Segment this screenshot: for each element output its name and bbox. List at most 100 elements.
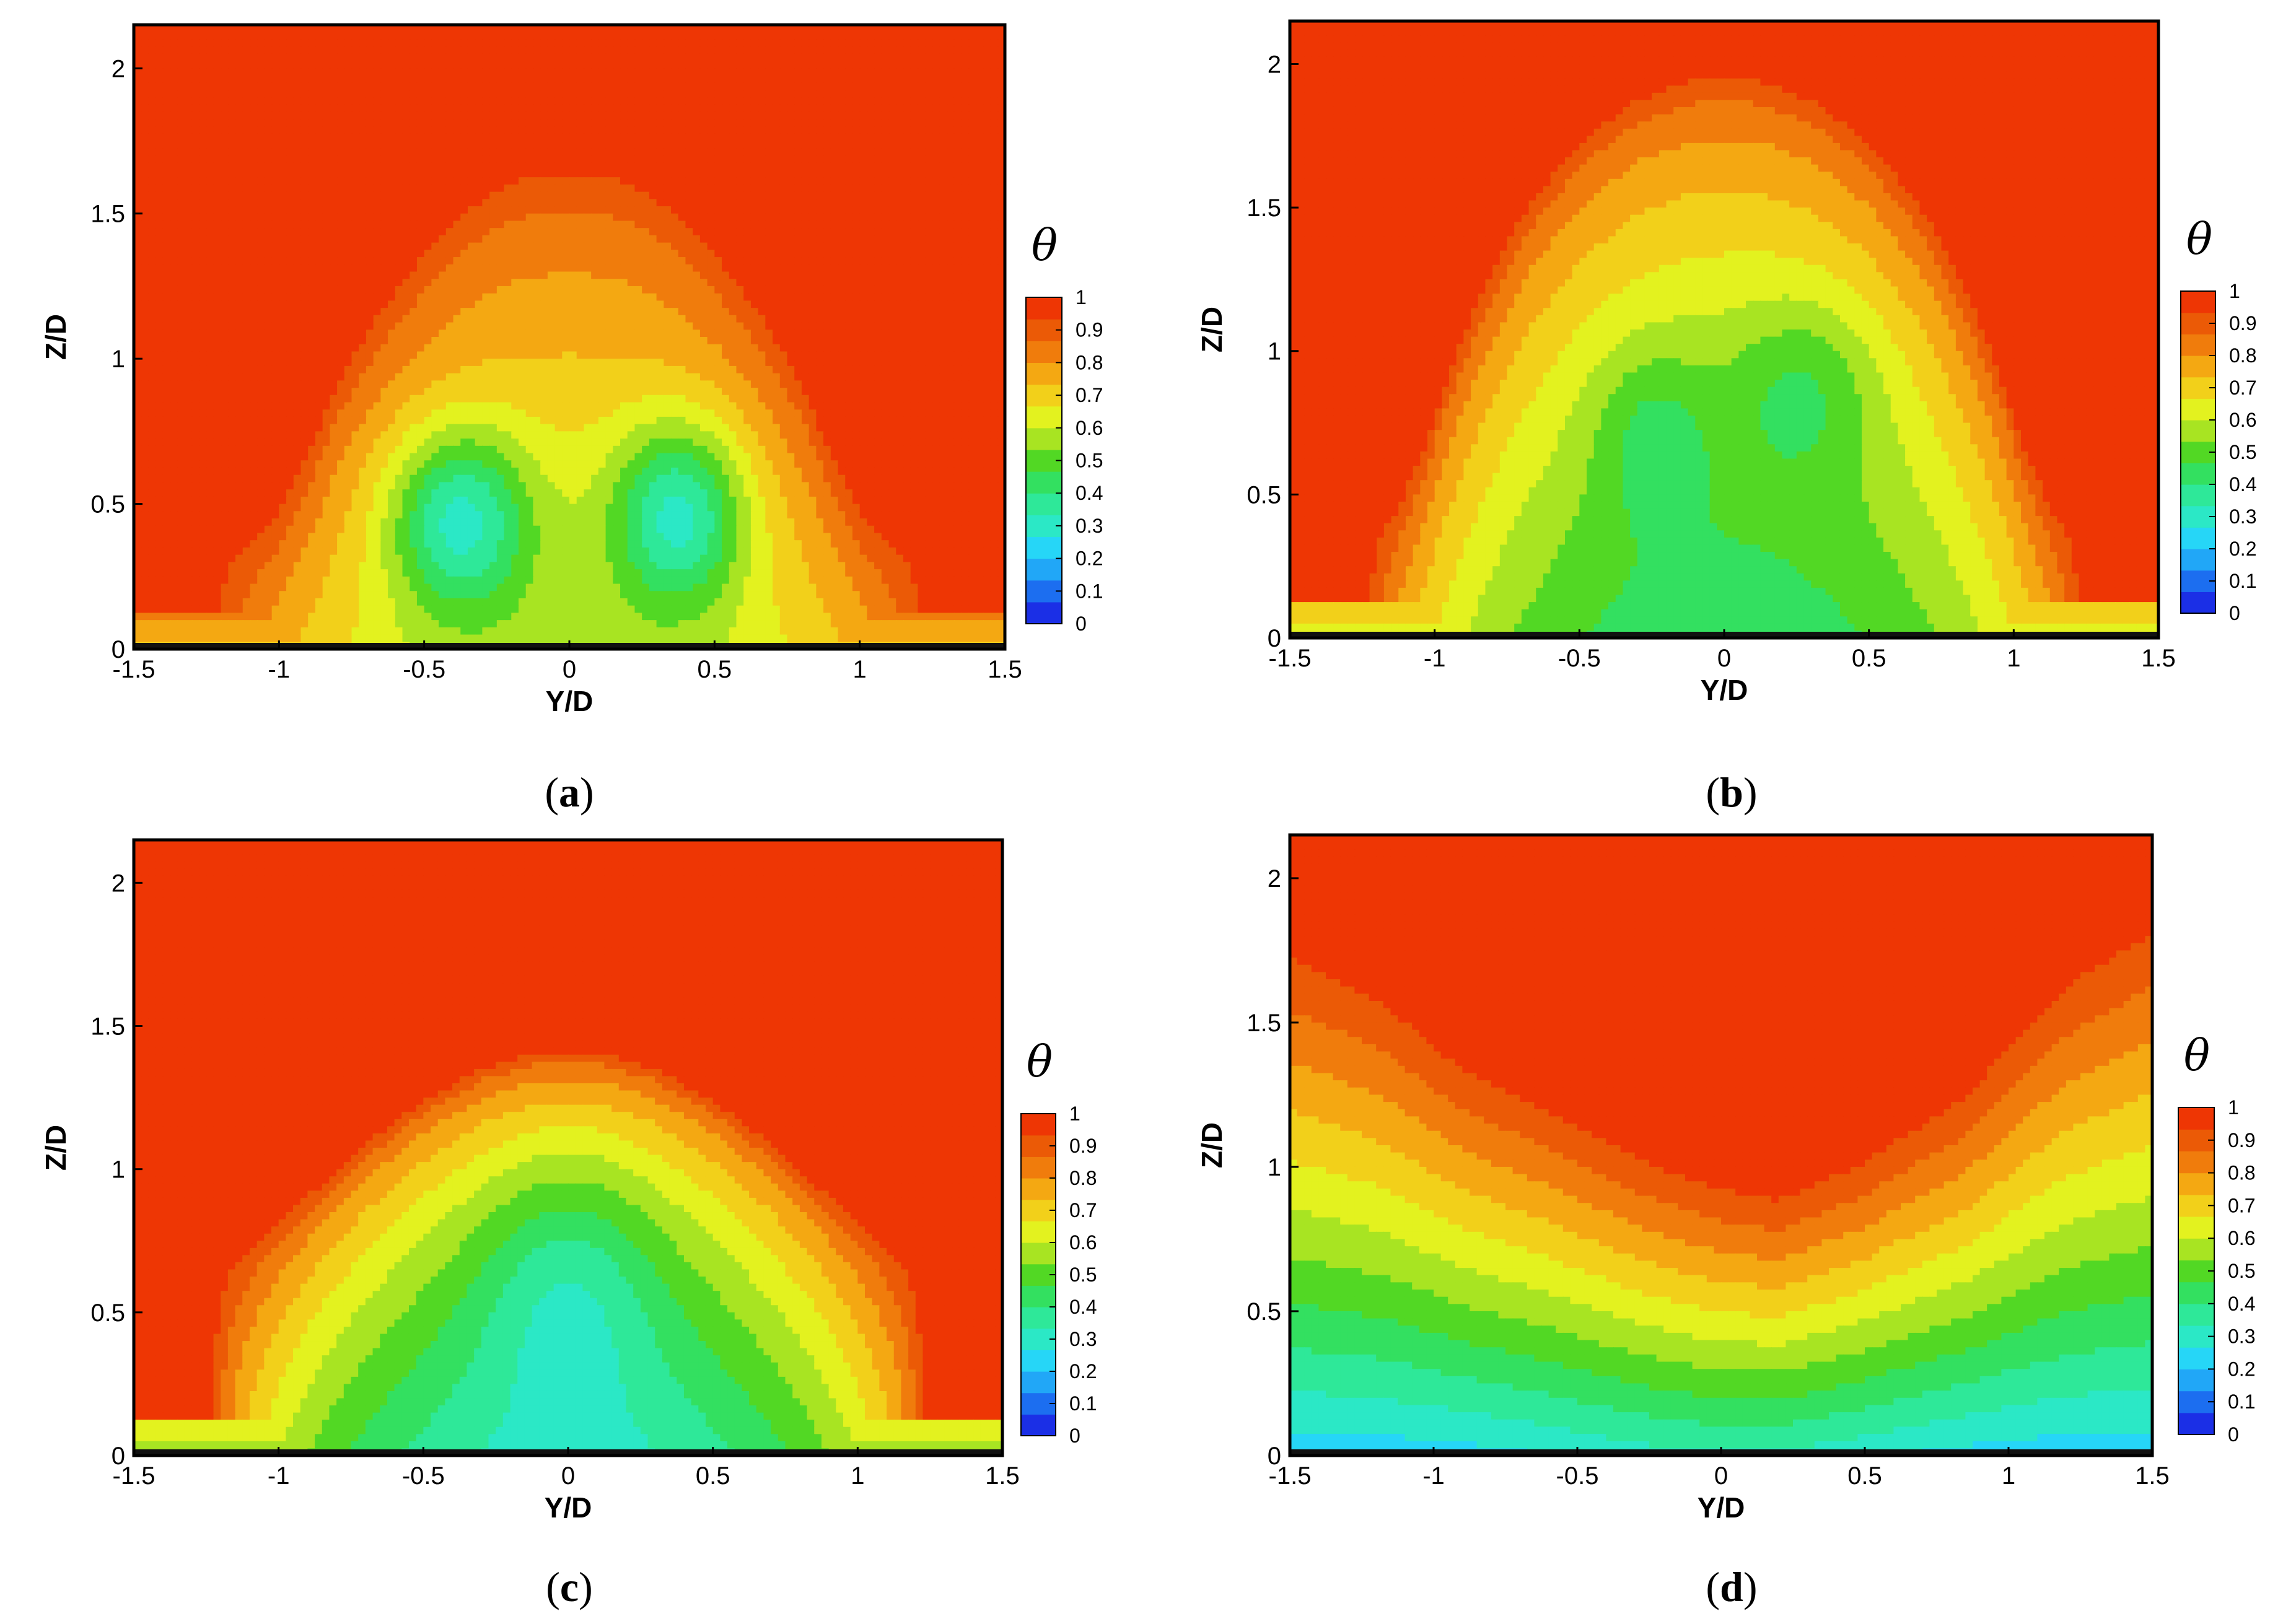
- contour-cell: [729, 46, 737, 55]
- contour-cell: [496, 82, 505, 91]
- contour-cell: [584, 191, 592, 200]
- contour-cell: [293, 53, 302, 62]
- contour-cell: [947, 220, 955, 229]
- contour-cell: [729, 155, 737, 164]
- contour-cell: [910, 46, 919, 55]
- contour-cell: [416, 213, 425, 222]
- contour-cell: [460, 155, 468, 164]
- contour-cell: [380, 213, 388, 222]
- contour-cell: [765, 76, 773, 84]
- contour-cell: [148, 308, 156, 316]
- contour-cell: [685, 61, 693, 69]
- contour-cell: [496, 133, 505, 142]
- contour-cell: [983, 126, 991, 134]
- contour-cell: [699, 177, 708, 185]
- contour-cell: [773, 257, 781, 265]
- contour-cell: [482, 25, 490, 33]
- contour-cell: [576, 170, 585, 178]
- contour-cell: [693, 32, 701, 40]
- contour-cell: [743, 315, 751, 323]
- contour-cell: [867, 61, 875, 69]
- contour-cell: [976, 293, 984, 302]
- contour-cell: [765, 141, 773, 149]
- contour-cell: [286, 184, 294, 193]
- contour-cell: [322, 300, 331, 308]
- contour-cell: [162, 119, 171, 127]
- contour-cell: [264, 206, 273, 214]
- contour-cell: [554, 119, 563, 127]
- contour-cell: [896, 191, 904, 200]
- contour-cell: [344, 199, 353, 207]
- contour-cell: [939, 111, 948, 120]
- contour-cell: [794, 162, 802, 171]
- contour-cell: [511, 264, 519, 273]
- contour-cell: [620, 104, 628, 113]
- contour-cell: [141, 279, 149, 287]
- contour-cell: [605, 32, 614, 40]
- contour-cell: [961, 141, 970, 149]
- contour-cell: [271, 68, 280, 76]
- contour-cell: [758, 126, 766, 134]
- contour-cell: [699, 279, 708, 287]
- contour-cell: [380, 322, 388, 331]
- contour-cell: [845, 32, 853, 40]
- contour-cell: [322, 322, 331, 331]
- contour-cell: [584, 97, 592, 105]
- contour-cell: [554, 206, 563, 214]
- contour-cell: [177, 90, 185, 98]
- contour-cell: [533, 184, 541, 193]
- contour-cell: [634, 228, 642, 236]
- contour-cell: [279, 46, 287, 55]
- contour-cell: [533, 32, 541, 40]
- contour-cell: [395, 111, 403, 120]
- contour-cell: [264, 111, 273, 120]
- contour-cell: [990, 191, 999, 200]
- contour-cell: [416, 235, 425, 243]
- contour-cell: [918, 257, 926, 265]
- contour-cell: [330, 76, 338, 84]
- contour-cell: [141, 111, 149, 120]
- contour-cell: [656, 300, 665, 308]
- contour-cell: [729, 250, 737, 258]
- contour-cell: [330, 322, 338, 331]
- contour-cell: [562, 61, 570, 69]
- contour-cell: [634, 61, 642, 69]
- contour-cell: [613, 126, 621, 134]
- contour-cell: [547, 286, 556, 294]
- contour-cell: [337, 286, 345, 294]
- contour-cell: [664, 76, 672, 84]
- contour-cell: [271, 104, 280, 113]
- contour-cell: [642, 170, 650, 178]
- contour-cell: [794, 126, 802, 134]
- contour-cell: [642, 177, 650, 185]
- contour-cell: [504, 148, 512, 156]
- contour-cell: [482, 279, 490, 287]
- contour-cell: [191, 111, 200, 120]
- contour-cell: [279, 184, 287, 193]
- contour-cell: [773, 235, 781, 243]
- contour-cell: [351, 155, 360, 164]
- contour-cell: [235, 191, 243, 200]
- contour-cell: [642, 119, 650, 127]
- contour-cell: [300, 279, 309, 287]
- contour-cell: [699, 133, 708, 142]
- contour-cell: [424, 97, 432, 105]
- contour-cell: [773, 293, 781, 302]
- contour-cell: [990, 82, 999, 91]
- contour-cell: [547, 68, 556, 76]
- contour-cell: [932, 119, 940, 127]
- contour-cell: [605, 90, 614, 98]
- contour-cell: [584, 61, 592, 69]
- contour-cell: [156, 170, 164, 178]
- contour-cell: [685, 32, 693, 40]
- contour-cell: [671, 199, 679, 207]
- contour-cell: [191, 271, 200, 280]
- contour-cell: [693, 53, 701, 62]
- contour-cell: [540, 53, 548, 62]
- contour-cell: [888, 206, 897, 214]
- contour-cell: [896, 141, 904, 149]
- contour-cell: [264, 61, 273, 69]
- contour-cell: [852, 279, 861, 287]
- contour-cell: [467, 206, 476, 214]
- contour-cell: [540, 126, 548, 134]
